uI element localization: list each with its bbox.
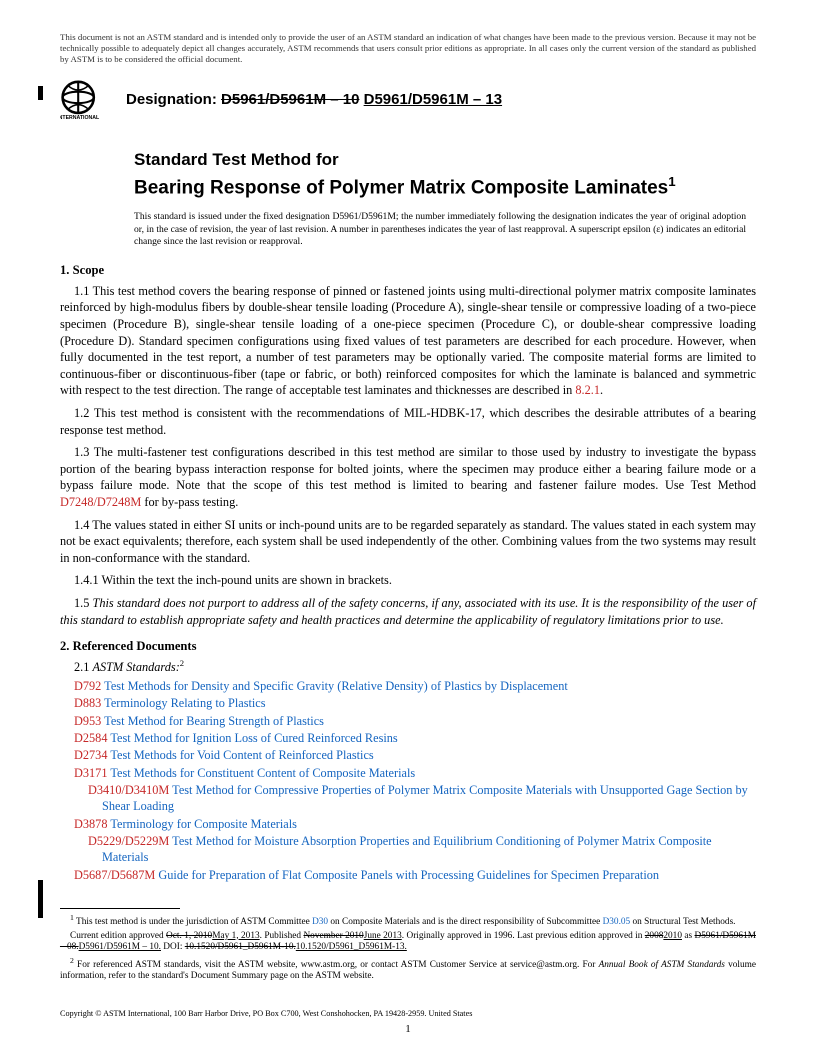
ref-key[interactable]: D2584 xyxy=(74,731,107,745)
para-1.3: 1.3 The multi-fastener test configuratio… xyxy=(60,444,756,510)
ref-item: D2584 Test Method for Ignition Loss of C… xyxy=(74,731,756,747)
refs-head: 2. Referenced Documents xyxy=(60,638,756,654)
xref-8.2.1[interactable]: 8.2.1 xyxy=(575,383,600,397)
ref-title[interactable]: Test Methods for Void Content of Reinfor… xyxy=(107,748,373,762)
ref-item: D3410/D3410M Test Method for Compressive… xyxy=(88,783,756,815)
para-1.5: 1.5 This standard does not purport to ad… xyxy=(60,595,756,628)
designation-line: Designation: D5961/D5961M – 10 D5961/D59… xyxy=(126,90,502,110)
para-1.4: 1.4 The values stated in either SI units… xyxy=(60,517,756,567)
xref-D7248[interactable]: D7248/D7248M xyxy=(60,495,141,509)
designation-label: Designation: xyxy=(126,91,217,108)
ref-key[interactable]: D3171 xyxy=(74,766,107,780)
refs-list: D792 Test Methods for Density and Specif… xyxy=(60,679,756,884)
ref-key[interactable]: D3410/D3410M xyxy=(88,783,169,797)
change-bar xyxy=(38,86,43,100)
designation-old: D5961/D5961M – 10 xyxy=(221,91,359,108)
ref-key[interactable]: D3878 xyxy=(74,817,107,831)
ref-item: D2734 Test Methods for Void Content of R… xyxy=(74,748,756,764)
refs-sub: 2.1 ASTM Standards:2 xyxy=(74,658,756,676)
svg-text:INTERNATIONAL: INTERNATIONAL xyxy=(60,115,100,121)
change-bar xyxy=(38,880,43,918)
ref-title[interactable]: Terminology for Composite Materials xyxy=(107,817,297,831)
copyright: Copyright © ASTM International, 100 Barr… xyxy=(60,1009,472,1020)
designation-new: D5961/D5961M – 13 xyxy=(364,91,502,108)
ref-title[interactable]: Test Method for Compressive Properties o… xyxy=(102,783,748,813)
ref-item: D3171 Test Methods for Constituent Conte… xyxy=(74,766,756,782)
footnotes: 1 This test method is under the jurisdic… xyxy=(60,913,756,983)
ref-key[interactable]: D5687/D5687M xyxy=(74,868,155,882)
ref-item: D3878 Terminology for Composite Material… xyxy=(74,817,756,833)
footnote-1-edition: Current edition approved Oct. 1, 2010May… xyxy=(60,931,756,954)
title-block: Standard Test Method for Bearing Respons… xyxy=(134,149,756,201)
ref-key[interactable]: D953 xyxy=(74,714,101,728)
page-number: 1 xyxy=(0,1022,816,1036)
ref-item: D953 Test Method for Bearing Strength of… xyxy=(74,714,756,730)
ref-key[interactable]: D883 xyxy=(74,696,101,710)
astm-logo: INTERNATIONAL xyxy=(60,79,112,121)
ref-item: D5687/D5687M Guide for Preparation of Fl… xyxy=(74,868,756,884)
ref-title[interactable]: Test Method for Ignition Loss of Cured R… xyxy=(107,731,397,745)
link-D30.05[interactable]: D30.05 xyxy=(603,917,631,927)
ref-item: D5229/D5229M Test Method for Moisture Ab… xyxy=(88,834,756,866)
issuance-note: This standard is issued under the fixed … xyxy=(134,211,746,248)
ref-title[interactable]: Test Method for Bearing Strength of Plas… xyxy=(101,714,324,728)
footnote-1: 1 This test method is under the jurisdic… xyxy=(60,913,756,929)
scope-head: 1. Scope xyxy=(60,262,756,278)
title-line1: Standard Test Method for xyxy=(134,149,756,171)
top-disclaimer: This document is not an ASTM standard an… xyxy=(60,32,756,65)
link-D30[interactable]: D30 xyxy=(312,917,328,927)
header: INTERNATIONAL Designation: D5961/D5961M … xyxy=(60,79,756,121)
ref-title[interactable]: Test Methods for Constituent Content of … xyxy=(107,766,415,780)
ref-key[interactable]: D2734 xyxy=(74,748,107,762)
footnote-2: 2 For referenced ASTM standards, visit t… xyxy=(60,956,756,983)
ref-title[interactable]: Terminology Relating to Plastics xyxy=(101,696,265,710)
para-1.1: 1.1 This test method covers the bearing … xyxy=(60,283,756,399)
para-1.2: 1.2 This test method is consistent with … xyxy=(60,405,756,438)
ref-title[interactable]: Test Methods for Density and Specific Gr… xyxy=(101,679,567,693)
ref-item: D883 Terminology Relating to Plastics xyxy=(74,696,756,712)
ref-title[interactable]: Guide for Preparation of Flat Composite … xyxy=(155,868,659,882)
para-1.4.1: 1.4.1 Within the text the inch-pound uni… xyxy=(60,572,756,589)
title-footnote-mark: 1 xyxy=(668,174,675,189)
title-line2: Bearing Response of Polymer Matrix Compo… xyxy=(134,173,756,201)
ref-title[interactable]: Test Method for Moisture Absorption Prop… xyxy=(102,834,712,864)
ref-key[interactable]: D5229/D5229M xyxy=(88,834,169,848)
ref-key[interactable]: D792 xyxy=(74,679,101,693)
ref-item: D792 Test Methods for Density and Specif… xyxy=(74,679,756,695)
footnote-rule xyxy=(60,908,180,909)
